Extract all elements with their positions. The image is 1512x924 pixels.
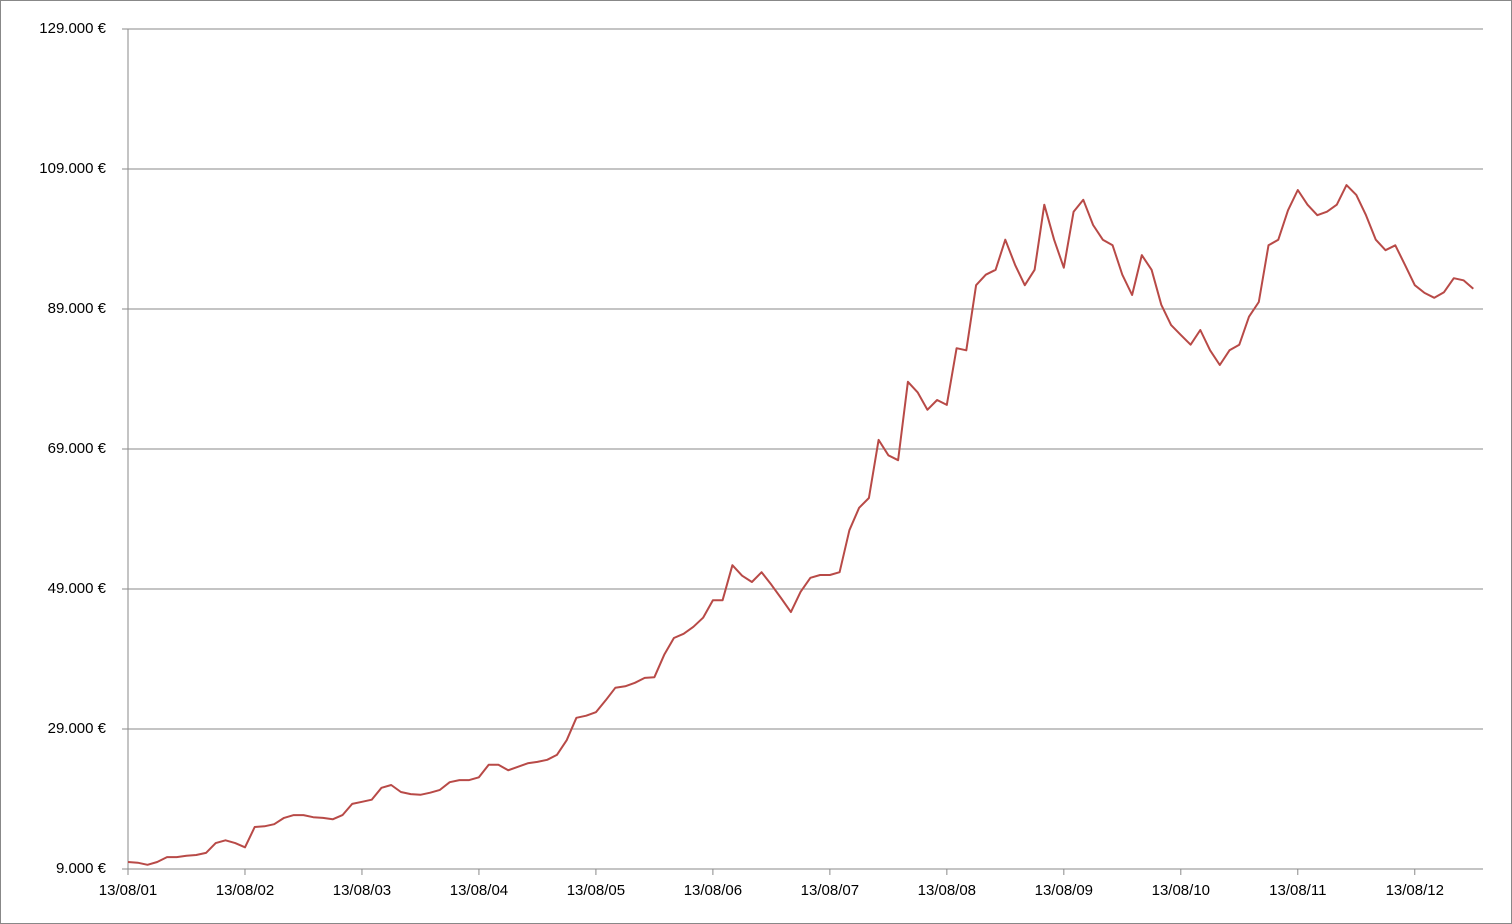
y-tick-label: 49.000 € [48, 580, 107, 597]
x-tick-label: 13/08/10 [1152, 882, 1210, 899]
y-tick-label: 69.000 € [48, 440, 107, 457]
x-tick-label: 13/08/01 [99, 882, 157, 899]
x-tick-label: 13/08/12 [1386, 882, 1444, 899]
y-tick-label: 29.000 € [48, 720, 107, 737]
x-tick-label: 13/08/11 [1269, 882, 1326, 899]
x-tick-label: 13/08/04 [450, 882, 508, 899]
y-tick-label: 89.000 € [48, 300, 107, 317]
y-tick-label: 109.000 € [39, 160, 106, 177]
x-tick-label: 13/08/05 [567, 882, 625, 899]
y-tick-label: 9.000 € [56, 860, 107, 877]
data-line [127, 184, 1474, 866]
x-tick-label: 13/08/02 [216, 882, 274, 899]
x-tick-label: 13/08/06 [684, 882, 742, 899]
x-tick-label: 13/08/07 [801, 882, 859, 899]
y-tick-label: 129.000 € [39, 20, 106, 37]
x-tick-label: 13/08/08 [918, 882, 976, 899]
x-tick-label: 13/08/09 [1035, 882, 1093, 899]
x-tick-label: 13/08/03 [333, 882, 391, 899]
